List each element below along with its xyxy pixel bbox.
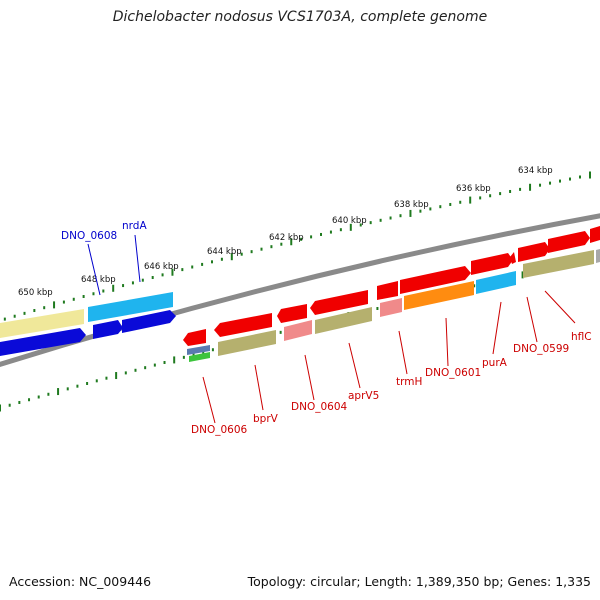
gene-label-bprV: bprV bbox=[253, 413, 279, 425]
gene-label-nrdA: nrdA bbox=[122, 220, 147, 232]
gene-label-hflC: hflC bbox=[571, 331, 592, 343]
gene-red-8 bbox=[310, 290, 368, 315]
gene-red-6 bbox=[400, 266, 471, 294]
gene-blue-3 bbox=[0, 328, 86, 356]
gene-steel-1 bbox=[187, 345, 210, 355]
scale-label-634: 634 kbp bbox=[518, 166, 553, 176]
gene-pink-1 bbox=[380, 298, 402, 317]
label-leader-lines bbox=[87, 234, 576, 424]
gene-label-DNO_0606: DNO_0606 bbox=[191, 424, 247, 436]
gene-label-DNO_0608: DNO_0608 bbox=[61, 230, 117, 242]
outer-scale-ticks bbox=[3, 171, 591, 321]
scale-label-646: 646 kbp bbox=[144, 262, 179, 272]
gene-labels: hflC DNO_0599 purA DNO_0601 trmH aprV5 D… bbox=[61, 220, 592, 436]
gene-gray-1 bbox=[596, 249, 600, 263]
scale-label-640: 640 kbp bbox=[332, 216, 367, 226]
gene-orange-1 bbox=[404, 281, 474, 310]
gene-cyan-2 bbox=[476, 271, 516, 294]
scale-label-644: 644 kbp bbox=[207, 247, 242, 257]
gene-red-10 bbox=[214, 313, 272, 337]
gene-pink-2 bbox=[284, 320, 312, 341]
scale-label-638: 638 kbp bbox=[394, 200, 429, 210]
gene-green-1 bbox=[189, 352, 210, 362]
gene-label-DNO_0599: DNO_0599 bbox=[513, 343, 569, 355]
scale-label-636: 636 kbp bbox=[456, 184, 491, 194]
gene-olive-3 bbox=[218, 330, 276, 356]
scale-label-642: 642 kbp bbox=[269, 233, 304, 243]
scale-label-648: 648 kbp bbox=[81, 275, 116, 285]
gene-olive-1 bbox=[523, 250, 594, 278]
gene-red-5 bbox=[471, 253, 513, 275]
accession-label: Accession: NC_009446 bbox=[9, 574, 152, 589]
gene-blue-1 bbox=[122, 310, 176, 333]
gene-label-purA: purA bbox=[482, 357, 508, 369]
gene-red-3 bbox=[518, 242, 550, 262]
gene-red-1 bbox=[590, 226, 600, 243]
gene-red-7 bbox=[377, 281, 398, 300]
scale-label-650: 650 kbp bbox=[18, 288, 53, 298]
gene-red-2 bbox=[548, 231, 590, 253]
gene-features bbox=[0, 226, 600, 362]
gene-label-DNO_0601: DNO_0601 bbox=[425, 367, 481, 379]
gene-label-aprV5: aprV5 bbox=[348, 390, 379, 402]
gene-red-9 bbox=[277, 304, 307, 323]
gene-red-11 bbox=[183, 329, 206, 346]
outer-scale-labels: 634 kbp 636 kbp 638 kbp 640 kbp 642 kbp … bbox=[18, 166, 553, 298]
map-title: Dichelobacter nodosus VCS1703A, complete… bbox=[112, 9, 488, 25]
genome-summary-label: Topology: circular; Length: 1,389,350 bp… bbox=[247, 574, 591, 589]
gene-cyan-1 bbox=[88, 292, 173, 322]
gene-label-trmH: trmH bbox=[396, 376, 422, 388]
gene-label-DNO_0604: DNO_0604 bbox=[291, 401, 347, 413]
gene-yellow-1 bbox=[0, 309, 84, 338]
gene-blue-2 bbox=[93, 320, 123, 339]
gene-olive-2 bbox=[315, 307, 372, 334]
